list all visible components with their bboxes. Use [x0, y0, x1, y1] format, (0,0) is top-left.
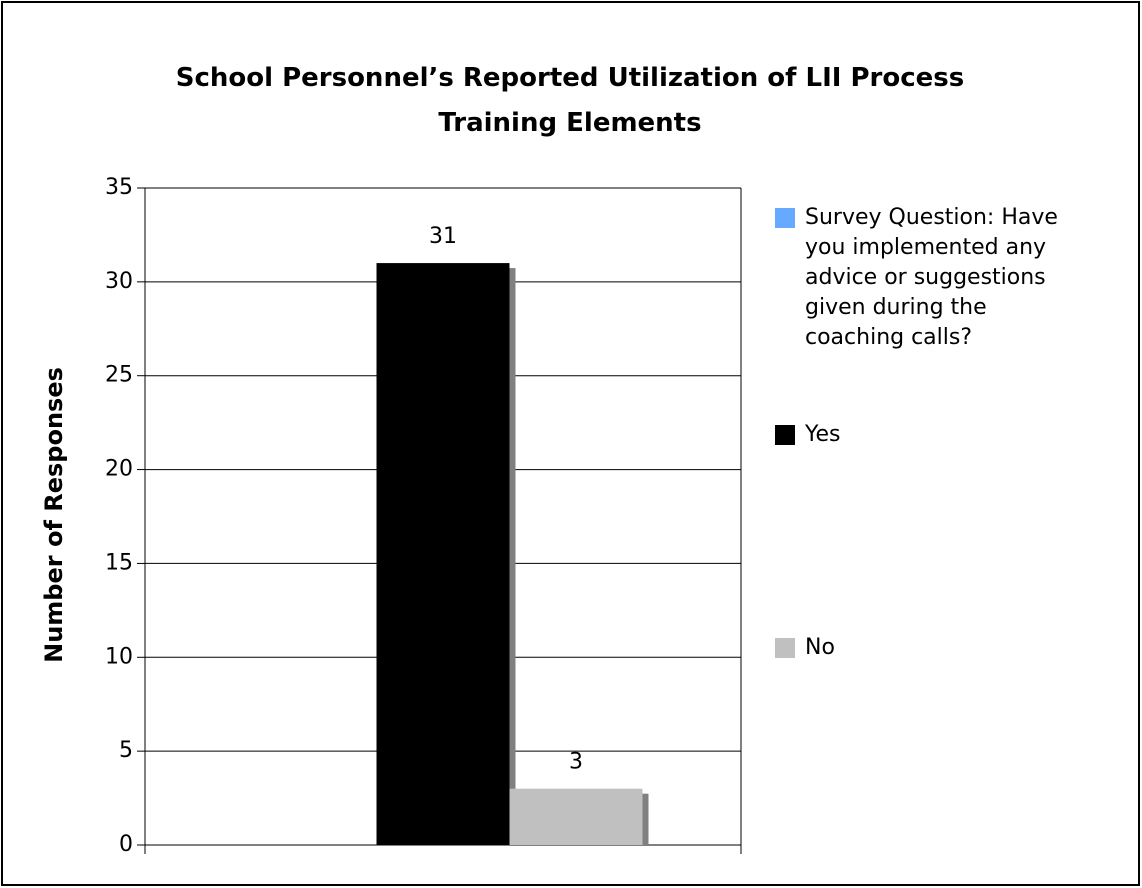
bar	[376, 263, 510, 846]
data-label: 3	[569, 750, 583, 775]
bar	[509, 788, 643, 845]
legend-label: No	[805, 635, 835, 660]
legend-swatch	[775, 425, 795, 445]
legend-label: Survey Question: Have you implemented an…	[805, 205, 1058, 350]
legend-entry: Yes	[775, 420, 1095, 450]
y-tick-label: 35	[105, 175, 133, 200]
y-tick-label: 5	[119, 738, 133, 763]
legend-entry: No	[775, 633, 1095, 663]
y-tick-label: 15	[105, 550, 133, 575]
data-label: 31	[429, 224, 457, 249]
legend-swatch	[775, 208, 795, 228]
legend-swatch	[775, 638, 795, 658]
bar-shadow	[509, 268, 516, 846]
bar-shadow	[642, 793, 649, 845]
y-tick-label: 20	[105, 457, 133, 482]
y-axis-label: Number of Responses	[40, 367, 68, 663]
y-tick-label: 30	[105, 269, 133, 294]
y-tick-label: 0	[119, 832, 133, 857]
chart-title: School Personnel’s Reported Utilization …	[175, 63, 965, 138]
legend-label: Yes	[805, 422, 841, 447]
legend-entry: Survey Question: Have you implemented an…	[775, 203, 1095, 353]
y-tick-label: 25	[105, 363, 133, 388]
y-tick-label: 10	[105, 644, 133, 669]
